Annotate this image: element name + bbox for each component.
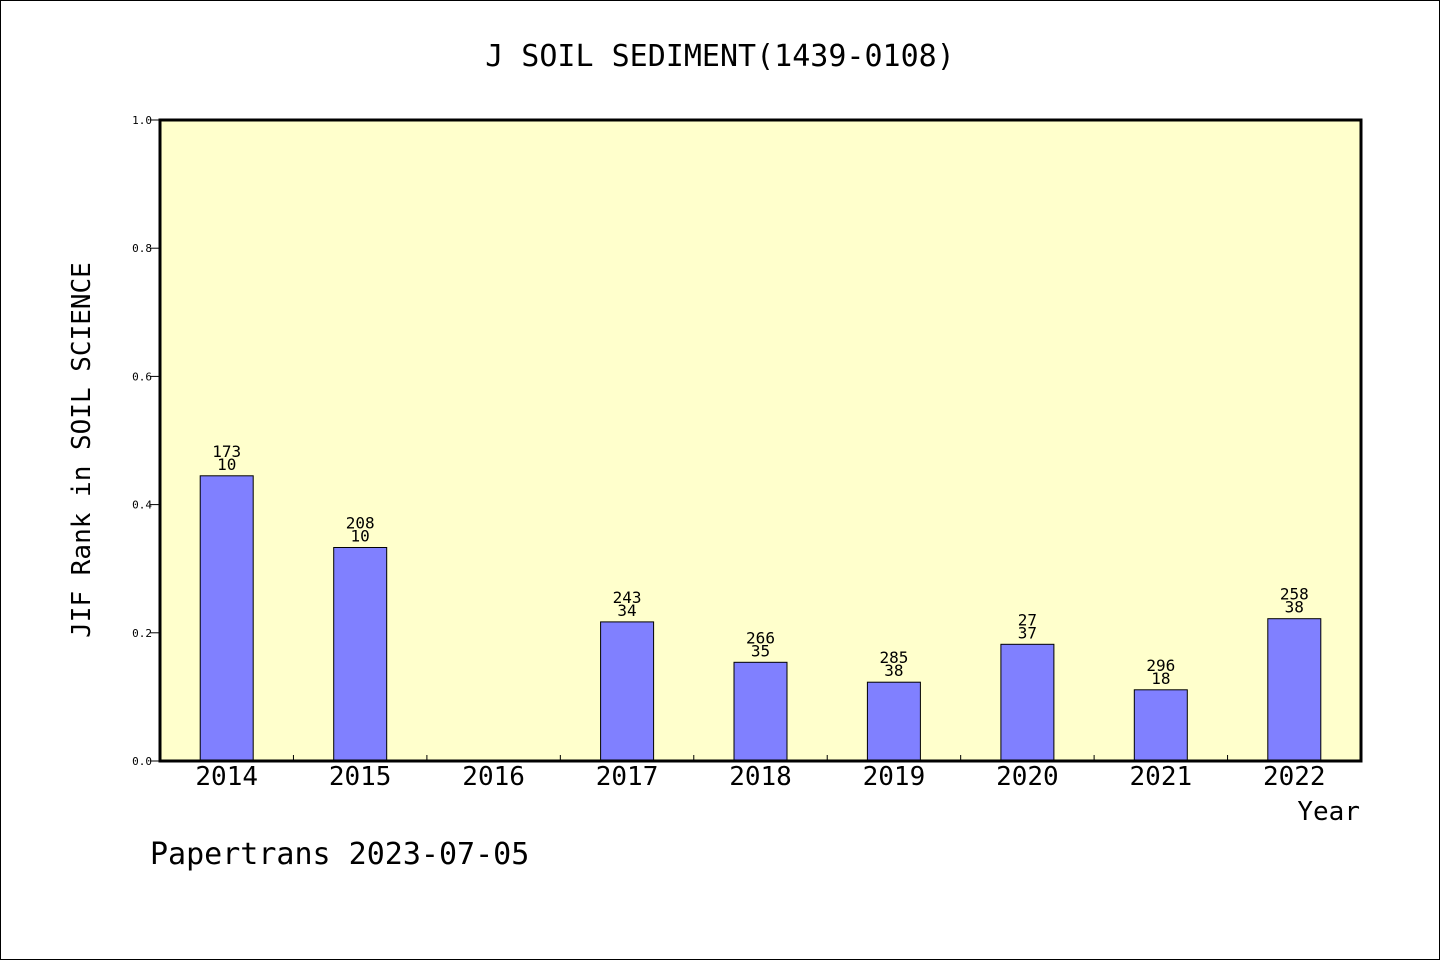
- bar-label-bottom-2015: 10: [351, 527, 370, 546]
- ticks-layer: 2014 2015 2016 2017 2018 2019 2020 2021 2022 0.0 0…: [132, 114, 1325, 792]
- bar-label-bottom-2019: 38: [884, 661, 903, 680]
- bar-label-top-2018: 266: [746, 628, 775, 647]
- bar-label-top-2019: 285: [879, 648, 908, 667]
- bar-label-bottom-2014: 10: [217, 455, 236, 474]
- bar-2014: [199, 475, 254, 762]
- y-tick-label-0.6: 0.6: [132, 370, 152, 383]
- bar-label-bottom-2021: 18: [1151, 669, 1170, 688]
- bar-label-bottom-2017: 34: [617, 601, 636, 620]
- bar-label-top-2021: 296: [1146, 656, 1175, 675]
- bar-label-top-2022: 258: [1280, 585, 1309, 604]
- bar-2020: [1000, 643, 1055, 762]
- bar-2018: [733, 661, 788, 762]
- y-tick-label-0.4: 0.4: [132, 499, 152, 512]
- x-tick-label-2022: 2022: [1263, 762, 1326, 792]
- y-tick-label-1.0: 1.0: [132, 114, 152, 127]
- bar-2022: [1267, 618, 1322, 762]
- bar-2017: [600, 621, 655, 762]
- bar-2021: [1133, 689, 1188, 762]
- x-tick-label-2018: 2018: [729, 762, 792, 792]
- bar-label-top-2020: 27: [1018, 610, 1037, 629]
- y-tick-label-0.2: 0.2: [132, 627, 152, 640]
- x-tick-label-2019: 2019: [863, 762, 926, 792]
- footer-text: Papertrans 2023-07-05: [150, 837, 529, 872]
- plot-border: [158, 118, 1363, 763]
- bar-2015: [333, 547, 388, 762]
- x-axis-label: Year: [1297, 797, 1360, 827]
- bar-label-top-2017: 243: [613, 588, 642, 607]
- bars-layer: [199, 475, 1322, 762]
- x-tick-label-2020: 2020: [996, 762, 1059, 792]
- bar-label-top-2014: 173: [212, 442, 241, 461]
- chart-title: J SOIL SEDIMENT(1439-0108): [485, 39, 955, 74]
- x-tick-label-2021: 2021: [1130, 762, 1193, 792]
- y-tick-label-0.0: 0.0: [132, 755, 152, 768]
- y-axis-label: JIF Rank in SOIL SCIENCE: [67, 262, 97, 638]
- x-tick-label-2016: 2016: [462, 762, 525, 792]
- x-tick-label-2015: 2015: [329, 762, 392, 792]
- x-tick-label-2014: 2014: [195, 762, 258, 792]
- x-tick-label-2017: 2017: [596, 762, 659, 792]
- bar-label-bottom-2020: 37: [1018, 623, 1037, 642]
- y-tick-label-0.8: 0.8: [132, 242, 152, 255]
- bar-label-bottom-2022: 38: [1285, 598, 1304, 617]
- bar-2019: [866, 681, 921, 762]
- bar-label-bottom-2018: 35: [751, 641, 770, 660]
- bar-label-top-2015: 208: [346, 514, 375, 533]
